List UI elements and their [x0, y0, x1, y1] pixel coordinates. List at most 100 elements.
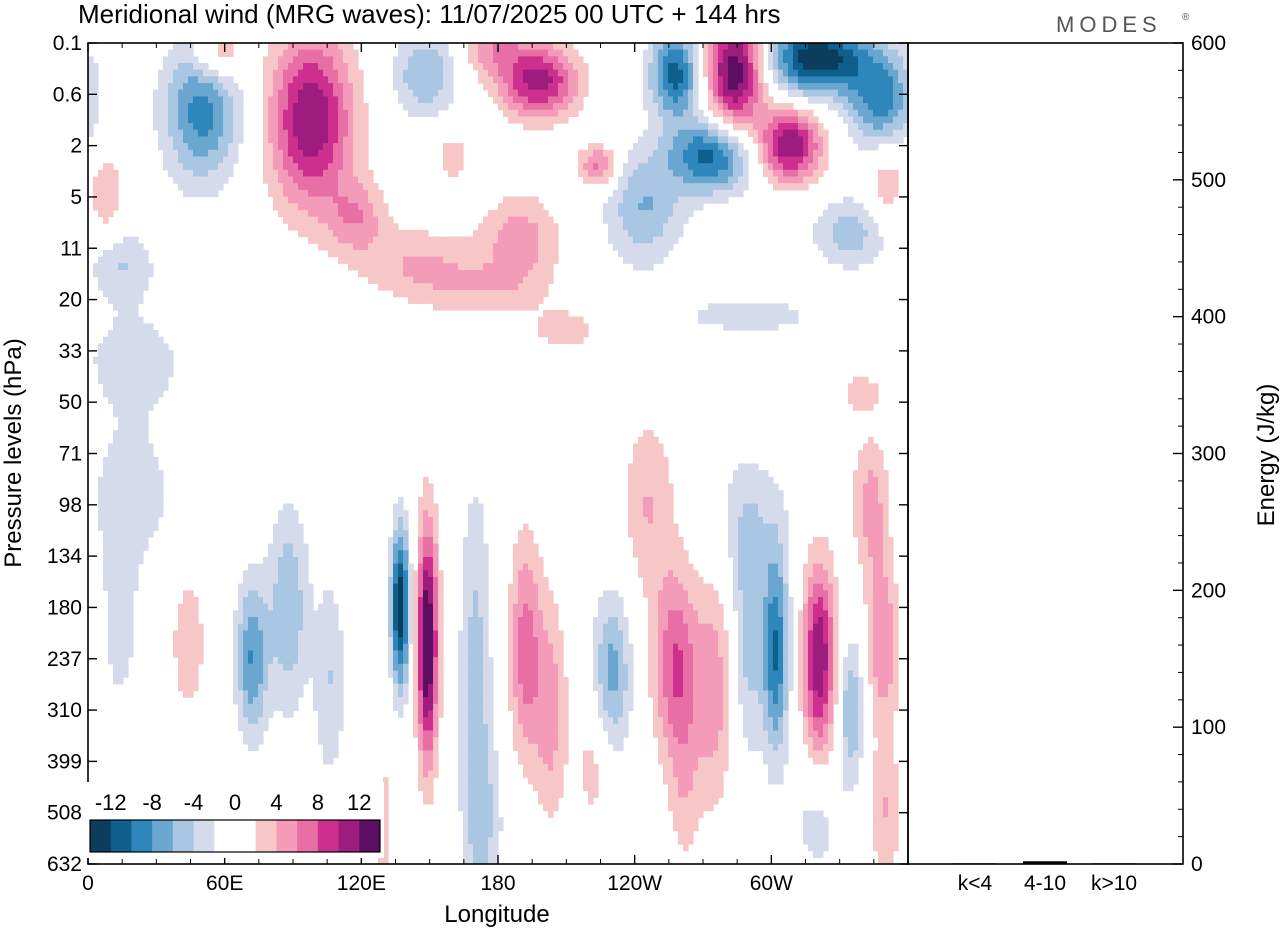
field-cell	[168, 56, 174, 64]
field-cell	[788, 316, 794, 324]
field-cell	[108, 356, 114, 364]
field-cell	[508, 43, 514, 51]
field-cell	[783, 123, 789, 131]
field-cell	[618, 203, 624, 211]
field-cell	[388, 236, 394, 244]
field-cell	[768, 496, 774, 505]
field-cell	[563, 116, 569, 124]
field-cell	[498, 243, 504, 251]
field-cell	[278, 510, 284, 518]
field-cell	[823, 76, 829, 84]
field-cell	[393, 256, 399, 264]
field-cell	[318, 109, 324, 118]
field-cell	[808, 89, 814, 97]
field-cell	[563, 83, 569, 91]
field-cell	[478, 243, 484, 251]
field-cell	[508, 256, 514, 264]
field-cell	[693, 109, 699, 118]
field-cell	[618, 183, 624, 191]
field-cell	[333, 123, 339, 131]
field-cell	[198, 156, 204, 164]
field-cell	[133, 376, 139, 385]
field-cell	[98, 269, 104, 278]
field-cell	[863, 49, 869, 57]
field-cell	[203, 123, 209, 131]
field-cell	[788, 116, 794, 124]
field-cell	[403, 556, 409, 565]
field-cell	[723, 143, 729, 151]
field-cell	[858, 523, 864, 531]
field-cell	[878, 563, 884, 571]
field-cell	[888, 189, 894, 198]
field-cell	[113, 590, 119, 598]
field-cell	[723, 183, 729, 191]
field-cell	[428, 496, 434, 505]
field-cell	[638, 563, 644, 571]
field-cell	[508, 116, 514, 124]
field-cell	[548, 216, 554, 224]
field-cell	[733, 109, 739, 118]
field-cell	[373, 189, 379, 198]
field-cell	[518, 289, 524, 298]
field-cell	[253, 563, 259, 571]
field-cell	[478, 296, 484, 304]
field-cell	[438, 63, 444, 71]
field-cell	[743, 583, 749, 591]
field-cell	[98, 283, 104, 291]
field-cell	[473, 510, 479, 518]
field-cell	[543, 229, 549, 238]
field-cell	[733, 570, 739, 578]
field-cell	[543, 116, 549, 124]
field-cell	[153, 510, 159, 518]
field-cell	[628, 483, 634, 491]
field-cell	[378, 229, 384, 238]
field-cell	[298, 590, 304, 598]
field-cell	[268, 116, 274, 124]
field-cell	[783, 136, 789, 144]
field-cell	[673, 129, 679, 138]
field-cell	[778, 63, 784, 71]
field-cell	[108, 483, 114, 491]
field-cell	[188, 597, 194, 605]
field-cell	[313, 89, 319, 97]
field-cell	[148, 363, 154, 371]
field-cell	[718, 136, 724, 144]
field-cell	[518, 103, 524, 111]
field-cell	[123, 410, 129, 418]
field-cell	[858, 49, 864, 57]
field-cell	[268, 590, 274, 598]
field-cell	[453, 156, 459, 164]
field-cell	[678, 83, 684, 91]
field-cell	[103, 463, 109, 471]
field-cell	[653, 550, 659, 558]
field-cell	[413, 56, 419, 64]
field-cell	[453, 143, 459, 151]
field-cell	[668, 149, 674, 158]
field-cell	[833, 590, 839, 598]
field-cell	[903, 43, 908, 51]
field-cell	[148, 336, 154, 344]
field-cell	[663, 223, 669, 231]
field-cell	[863, 136, 869, 144]
field-cell	[668, 203, 674, 211]
field-cell	[848, 383, 854, 391]
field-cell	[418, 49, 424, 57]
field-cell	[268, 570, 274, 578]
field-cell	[713, 69, 719, 77]
field-cell	[688, 583, 694, 591]
field-cell	[733, 76, 739, 84]
field-cell	[863, 450, 869, 458]
field-cell	[768, 109, 774, 118]
field-cell	[653, 470, 659, 478]
field-cell	[118, 550, 124, 558]
field-cell	[338, 236, 344, 244]
field-cell	[473, 249, 479, 258]
field-cell	[348, 176, 354, 184]
field-cell	[123, 269, 129, 278]
field-cell	[693, 196, 699, 204]
field-cell	[738, 123, 744, 131]
field-cell	[93, 103, 99, 111]
field-cell	[643, 536, 649, 545]
field-cell	[708, 597, 714, 605]
field-cell	[708, 103, 714, 111]
